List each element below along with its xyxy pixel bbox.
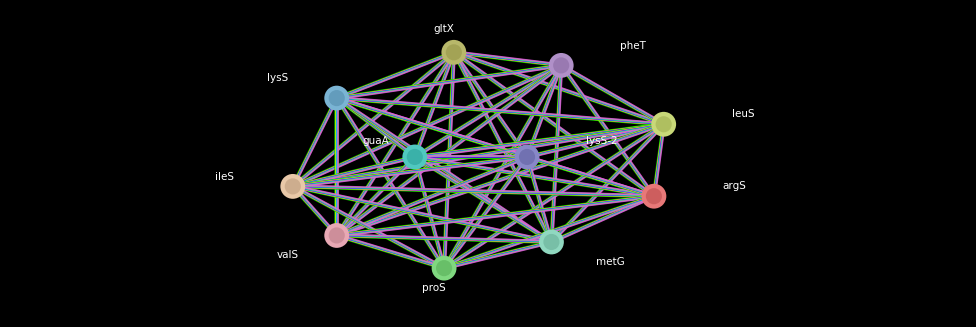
Text: metG: metG <box>595 257 625 267</box>
Circle shape <box>446 44 462 60</box>
Circle shape <box>549 53 574 78</box>
Circle shape <box>441 40 467 65</box>
Circle shape <box>553 57 569 74</box>
Circle shape <box>539 230 564 254</box>
Text: valS: valS <box>277 250 299 260</box>
Text: leuS: leuS <box>732 110 754 119</box>
Circle shape <box>656 116 671 132</box>
Text: lysS: lysS <box>266 74 288 83</box>
Circle shape <box>514 145 540 169</box>
Text: argS: argS <box>722 181 746 191</box>
Text: guaA: guaA <box>362 136 389 146</box>
Circle shape <box>544 234 559 250</box>
Circle shape <box>324 86 349 111</box>
Circle shape <box>436 260 452 276</box>
Circle shape <box>280 174 305 199</box>
Circle shape <box>651 112 676 137</box>
Text: proS: proS <box>423 283 446 293</box>
Circle shape <box>431 256 457 281</box>
Circle shape <box>329 227 345 244</box>
Circle shape <box>324 223 349 248</box>
Circle shape <box>646 188 662 204</box>
Circle shape <box>407 149 423 165</box>
Circle shape <box>329 90 345 106</box>
Circle shape <box>285 178 301 195</box>
Circle shape <box>641 184 667 209</box>
Text: lysS-2: lysS-2 <box>586 136 617 146</box>
Circle shape <box>519 149 535 165</box>
Text: pheT: pheT <box>620 41 646 51</box>
Text: gltX: gltX <box>433 25 455 34</box>
Circle shape <box>402 145 427 169</box>
Text: ileS: ileS <box>216 172 234 181</box>
